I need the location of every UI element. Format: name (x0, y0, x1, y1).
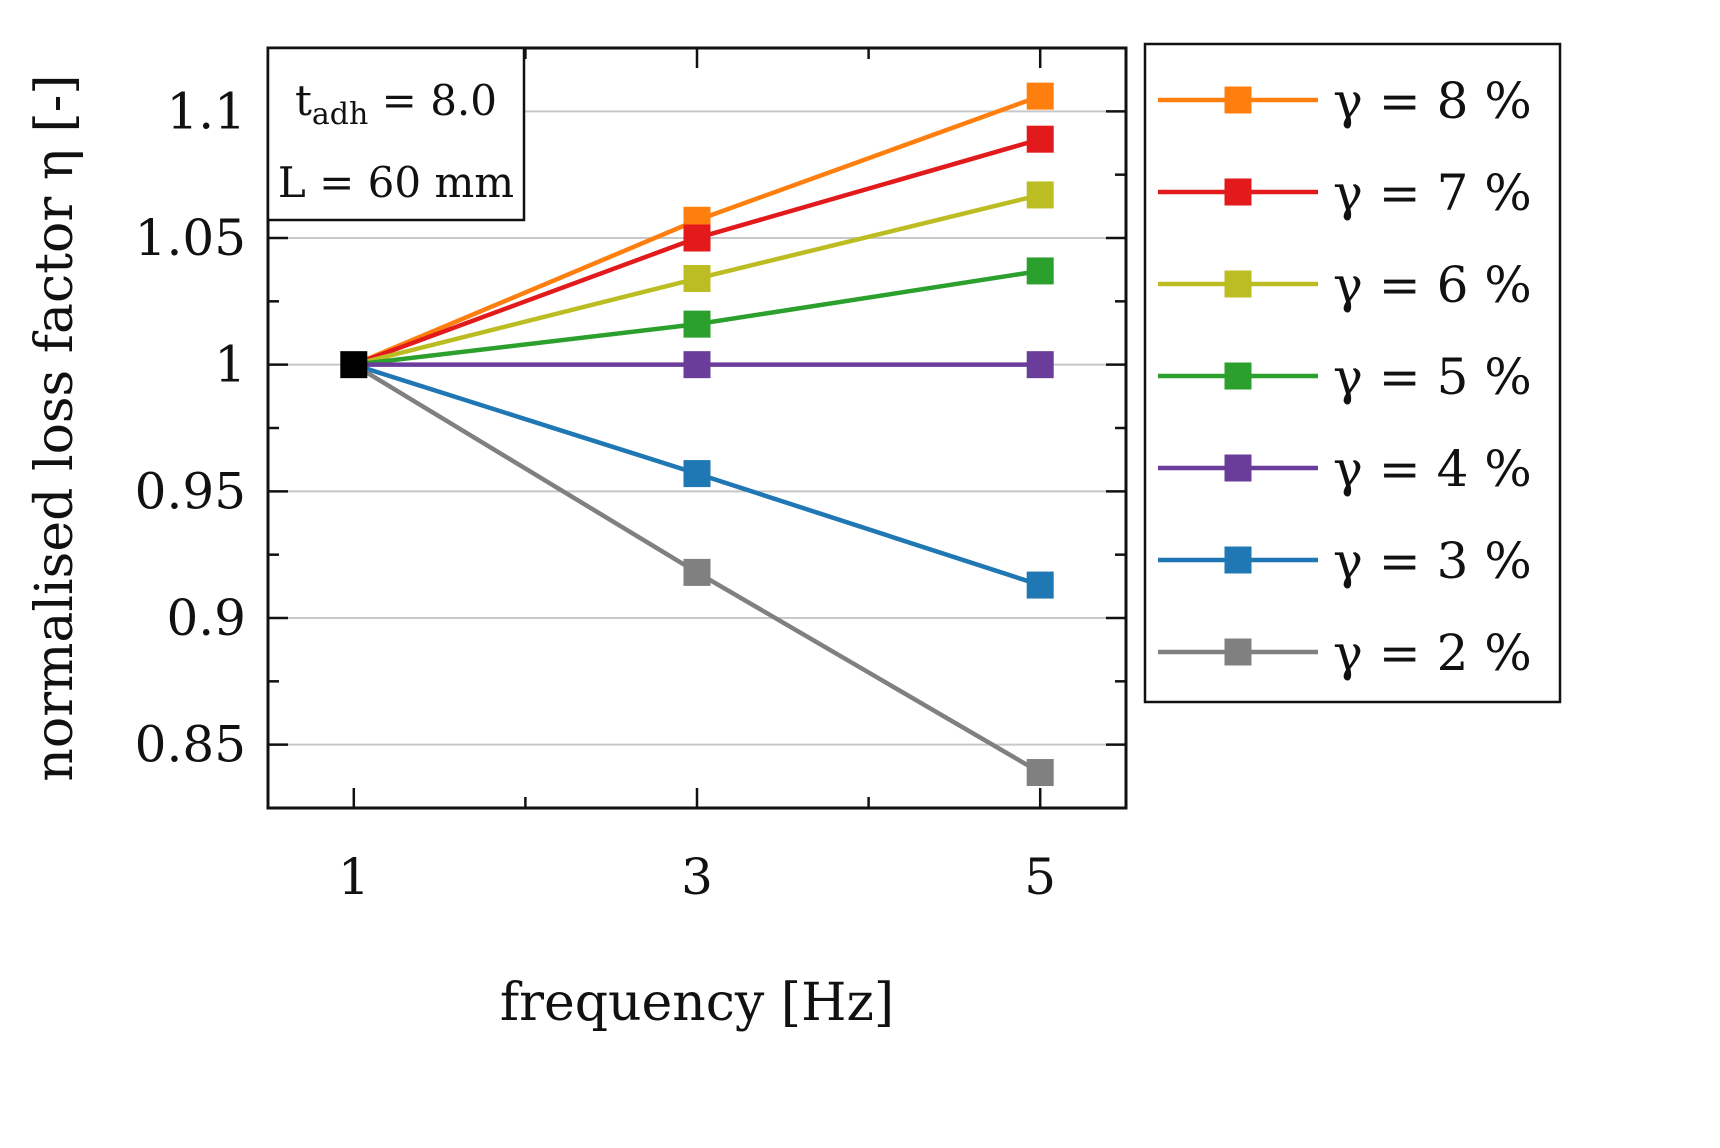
x-axis-title: frequency [Hz] (500, 973, 894, 1033)
data-point-7 (683, 224, 711, 252)
x-tick-label: 5 (1024, 848, 1056, 906)
legend: γ = 8 % γ = 7 % γ = 6 % γ = 5 % γ = 4 % γ = 3… (1143, 42, 1562, 704)
legend-label-8: γ = 8 % (1333, 72, 1532, 130)
data-point-2 (1026, 759, 1054, 787)
y-tick-label: 0.9 (166, 589, 246, 647)
x-tick-labels: 1 3 5 (338, 848, 1056, 906)
data-point-4 (683, 351, 711, 379)
annotation-frame (266, 46, 526, 222)
x-tick-label: 3 (681, 848, 713, 906)
legend-marker-3 (1224, 546, 1252, 574)
annotation-t-symbol: t (295, 76, 312, 125)
legend-marker-5 (1224, 362, 1252, 390)
y-tick-label: 1.05 (135, 209, 246, 267)
annotation-t-value: = 8.0 (368, 76, 497, 125)
data-point-6 (1026, 181, 1054, 209)
y-tick-label: 0.85 (135, 716, 246, 774)
data-point-3 (683, 460, 711, 488)
data-point-2 (683, 558, 711, 586)
y-axis-title: normalised loss factor η [-] (25, 74, 85, 781)
data-point-7 (1026, 125, 1054, 153)
legend-label-4: γ = 4 % (1333, 440, 1532, 498)
legend-marker-7 (1224, 178, 1252, 206)
legend-label-6: γ = 6 % (1333, 256, 1532, 314)
legend-marker-4 (1224, 454, 1252, 482)
data-point-5 (683, 310, 711, 338)
annotation-length: L = 60 mm (278, 158, 514, 207)
y-tick-label: 1.1 (166, 82, 246, 140)
legend-label-5: γ = 5 % (1333, 348, 1532, 406)
annotation-thickness: tadh = 8.0 (295, 76, 497, 132)
legend-marker-8 (1224, 86, 1252, 114)
legend-marker-2 (1224, 638, 1252, 666)
legend-frame (1143, 42, 1562, 704)
y-tick-label: 0.95 (135, 462, 246, 520)
series-markers (340, 82, 1054, 787)
legend-label-2: γ = 2 % (1333, 624, 1532, 682)
data-point-6 (683, 265, 711, 293)
data-point-reference (340, 351, 368, 379)
data-point-5 (1026, 257, 1054, 285)
legend-label-3: γ = 3 % (1333, 532, 1532, 590)
legend-marker-6 (1224, 270, 1252, 298)
parameter-annotation: tadh = 8.0 L = 60 mm (266, 46, 526, 222)
data-point-8 (1026, 82, 1054, 110)
data-point-4 (1026, 351, 1054, 379)
data-point-3 (1026, 571, 1054, 599)
y-tick-labels: 0.85 0.9 0.95 1 1.05 1.1 (135, 82, 246, 773)
annotation-t-subscript: adh (312, 97, 368, 132)
legend-items: γ = 8 % γ = 7 % γ = 6 % γ = 5 % γ = 4 % γ = 3… (1158, 72, 1532, 682)
x-tick-label: 1 (338, 848, 370, 906)
y-tick-label: 1 (214, 336, 246, 394)
legend-label-7: γ = 7 % (1333, 164, 1532, 222)
